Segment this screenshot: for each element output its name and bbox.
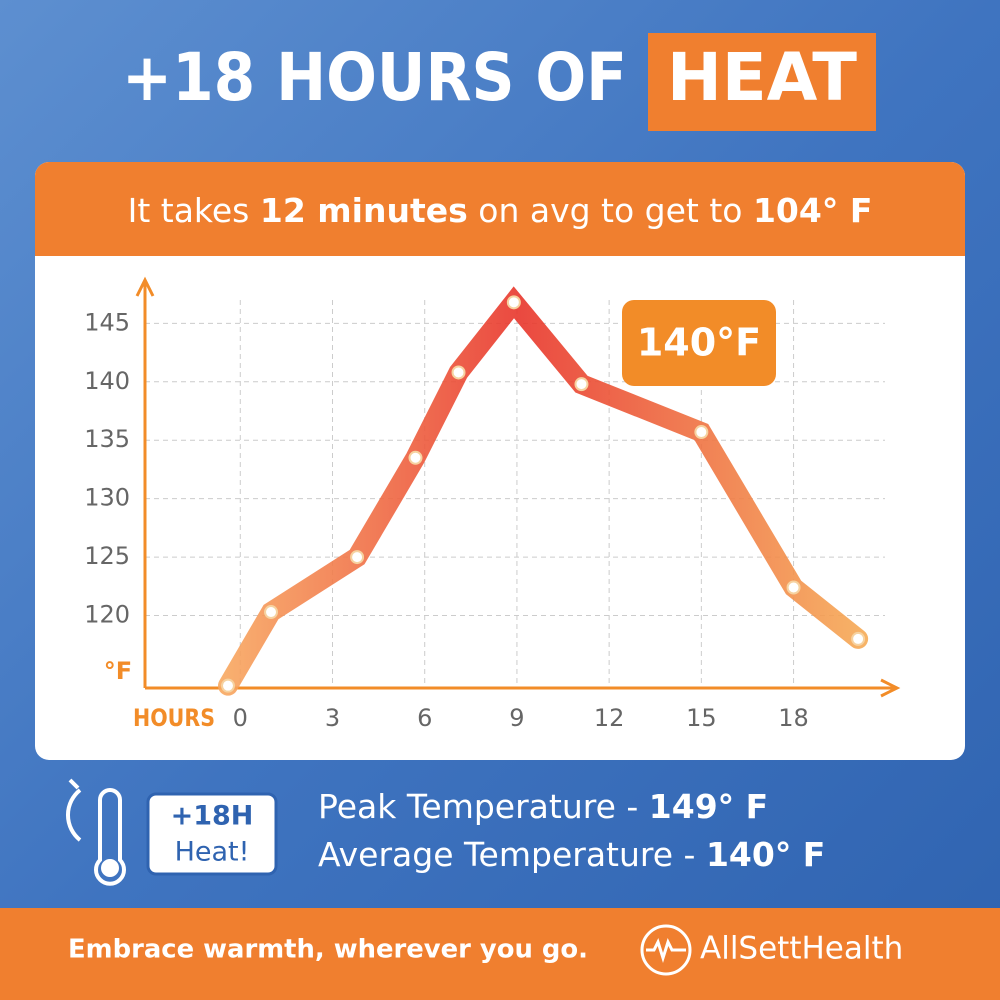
x-tick-label: 9 <box>509 704 524 732</box>
x-tick-label: 12 <box>594 704 625 732</box>
line <box>217 286 869 696</box>
badge-line: +18H <box>171 801 254 832</box>
point <box>506 295 521 310</box>
x-tick-label: 0 <box>233 704 248 732</box>
x-tick-label: 15 <box>686 704 717 732</box>
subtitle-part: 104° F <box>753 191 872 230</box>
y-axis-label: °F <box>104 657 132 685</box>
stat-value: 149° F <box>649 787 768 826</box>
slogan: Embrace warmth, wherever you go. <box>68 935 588 965</box>
stat-value: 140° F <box>706 835 825 874</box>
subtitle-part: It takes <box>128 191 260 230</box>
badge-line: Heat! <box>175 837 250 868</box>
title-highlight-box <box>648 33 876 131</box>
point <box>574 377 589 392</box>
subtitle: It takes 12 minutes on avg to get to 104… <box>128 191 873 230</box>
y-tick-label: 125 <box>84 542 130 570</box>
annotation: 140°F <box>637 321 761 365</box>
title: +18 HOURS OF <box>122 39 627 116</box>
x-tick-label: 6 <box>417 704 432 732</box>
x-tick-label: 18 <box>778 704 809 732</box>
y-tick-label: 120 <box>84 601 130 629</box>
footer <box>0 908 1000 1000</box>
point <box>264 605 279 620</box>
y-tick-label: 135 <box>84 425 130 453</box>
brand-logo <box>640 924 692 976</box>
point <box>694 425 709 440</box>
stat-label: Peak Temperature - <box>318 787 649 826</box>
title-highlight: HEAT <box>667 39 857 116</box>
point <box>408 450 423 465</box>
y-tick-label: 145 <box>84 308 130 336</box>
x-axis <box>145 678 901 698</box>
stat: Average Temperature - 140° F <box>318 835 825 874</box>
x-axis-label: HOURS <box>133 704 215 732</box>
point <box>350 550 365 565</box>
badge <box>146 792 278 876</box>
y-axis <box>135 276 155 688</box>
card-header <box>35 162 965 256</box>
y-tick-label: 130 <box>84 484 130 512</box>
subtitle-part: on avg to get to <box>468 191 753 230</box>
stat: Peak Temperature - 149° F <box>318 787 768 826</box>
stat-label: Average Temperature - <box>318 835 706 874</box>
thermometer-icon <box>66 778 126 886</box>
point <box>786 580 801 595</box>
point <box>451 365 466 380</box>
x-tick-label: 3 <box>325 704 340 732</box>
brand: AllSettHealth <box>700 931 903 967</box>
subtitle-part: 12 minutes <box>260 191 468 230</box>
point <box>851 631 866 646</box>
point <box>220 678 235 693</box>
annotation-box <box>622 300 776 386</box>
y-tick-label: 140 <box>84 367 130 395</box>
